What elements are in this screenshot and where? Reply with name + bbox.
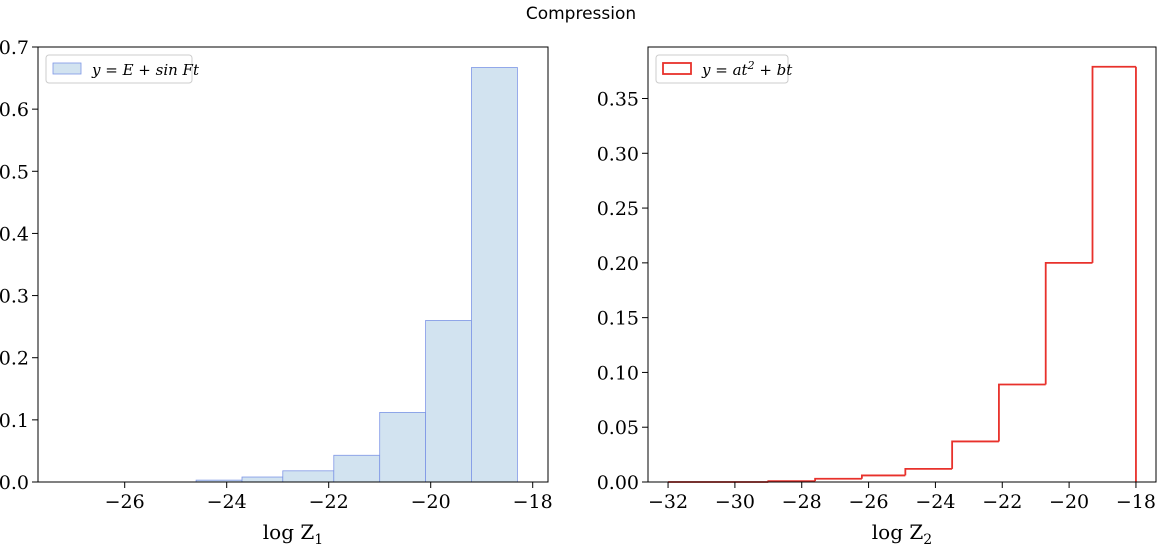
y-tick-label: 0.05 [597,417,639,439]
histogram-step [1091,65,1136,263]
y-axis-left: 0.0 0.1 0.2 0.3 0.4 0.5 0.6 0.7 [0,37,38,494]
x-tick-label: −28 [782,491,822,513]
y-tick-label: 0.6 [0,99,29,121]
legend-right: y = at2 + bt [655,54,793,84]
x-tick-label: −26 [105,491,145,513]
x-tick-label: −22 [309,491,349,513]
x-tick-label: −20 [1049,491,1089,513]
y-tick-label: 0.0 [0,472,29,494]
x-axis-label-right-main: log Z [872,520,924,544]
axes-frame-left [37,46,549,483]
x-tick-label: −24 [915,491,955,513]
histogram-step [904,467,953,476]
histogram-step [860,474,906,479]
y-tick-label: 0.15 [597,308,639,330]
legend-box-left [45,54,193,84]
x-axis-label-right: log Z2 [872,520,932,548]
x-tick-label: −30 [715,491,755,513]
x-tick-label: −18 [1116,491,1156,513]
legend-left: y = E + sin Ft [45,54,200,84]
legend-label-right-sup: 2 [747,59,755,72]
axes-frame-right [647,46,1157,483]
plot-area-left [63,67,518,483]
x-tick-label: −18 [513,491,553,513]
x-axis-label-left-main: log Z [263,520,315,544]
y-tick-label: 0.25 [597,198,639,220]
legend-label-right-main: y = at [701,61,749,79]
y-tick-label: 0.30 [597,143,639,165]
histogram-step [1044,261,1093,385]
y-tick-label: 0.35 [597,88,639,110]
legend-label-left: y = E + sin Ft [91,61,200,79]
y-axis-right: 0.00 0.05 0.10 0.15 0.20 0.25 0.30 0.35 [597,88,648,494]
x-tick-label: −22 [982,491,1022,513]
y-tick-label: 0.10 [597,362,639,384]
histogram-step [998,383,1046,442]
y-tick-label: 0.2 [0,348,29,370]
x-axis-right: −32 −30 −28 −26 −24 −22 −20 −18 [648,482,1156,513]
plot-area-right [668,65,1137,483]
histogram-step [951,440,999,469]
x-axis-left: −26 −24 −22 −20 −18 [105,482,553,513]
y-tick-label: 0.7 [0,37,29,59]
histogram-bar [333,454,381,483]
y-tick-label: 0.5 [0,161,29,183]
x-tick-label: −20 [411,491,451,513]
x-tick-label: −24 [207,491,247,513]
y-tick-label: 0.1 [0,410,29,432]
legend-swatch-right [662,62,692,75]
y-tick-label: 0.4 [0,223,29,245]
x-axis-label-left: log Z1 [263,520,323,548]
y-tick-label: 0.20 [597,253,639,275]
legend-label-right-tail: + bt [755,61,794,79]
x-axis-label-left-sub: 1 [314,532,323,548]
x-axis-label-right-sub: 2 [923,532,932,548]
x-tick-label: −32 [648,491,688,513]
y-tick-label: 0.00 [597,472,639,494]
legend-label-right: y = at2 + bt [701,59,793,79]
legend-box-right [655,54,789,84]
histogram-step [814,477,862,482]
legend-label-left-main: y = E + sin Ft [91,61,200,79]
legend-swatch-left [52,62,82,75]
x-tick-label: −26 [849,491,889,513]
y-tick-label: 0.3 [0,286,29,308]
figure-title: Compression [525,4,637,24]
